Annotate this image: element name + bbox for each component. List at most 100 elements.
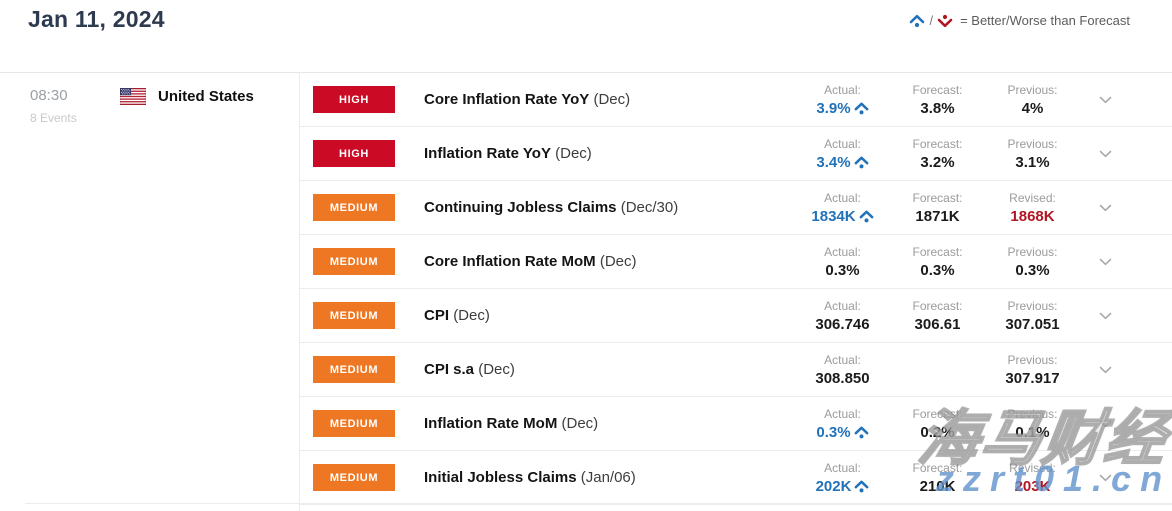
previous-cell: Previous: 3.1% xyxy=(985,137,1080,171)
event-title: CPI s.a (Dec) xyxy=(424,361,515,378)
event-period: (Dec) xyxy=(555,145,592,162)
cell-label: Previous: xyxy=(1007,406,1058,421)
importance-badge: MEDIUM xyxy=(313,302,395,329)
value-cells: Actual: 0.3% Forecast: 0.3% Previous: 0.… xyxy=(795,245,1172,279)
value-cells: Actual: 3.9% Forecast: 3.8% Previous: 4% xyxy=(795,83,1172,117)
forecast-cell: Forecast: 210K xyxy=(890,461,985,495)
importance-badge: HIGH xyxy=(313,140,395,167)
actual-cell: Actual: 1834K xyxy=(795,191,890,225)
expand-row-chevron-icon[interactable] xyxy=(1080,366,1130,374)
cell-label: Previous: xyxy=(1007,82,1058,97)
cell-label: Forecast: xyxy=(912,298,963,313)
forecast-cell: Forecast: 3.8% xyxy=(890,83,985,117)
event-name: CPI xyxy=(424,307,450,324)
event-title: Inflation Rate MoM (Dec) xyxy=(424,415,598,432)
importance-badge: HIGH xyxy=(313,86,395,113)
event-row[interactable]: HIGH Core Inflation Rate YoY (Dec) Actua… xyxy=(300,73,1172,127)
actual-cell: Actual: 3.4% xyxy=(795,137,890,171)
expand-row-chevron-icon[interactable] xyxy=(1080,258,1130,266)
event-list: HIGH Core Inflation Rate YoY (Dec) Actua… xyxy=(300,73,1172,511)
previous-cell: Revised: 1868K xyxy=(985,191,1080,225)
table-bottom-divider xyxy=(25,503,1172,504)
actual-cell: Actual: 3.9% xyxy=(795,83,890,117)
previous-cell: Previous: 0.3% xyxy=(985,245,1080,279)
cell-label: Forecast: xyxy=(912,244,963,259)
value-cells: Actual: 306.746 Forecast: 306.61 Previou… xyxy=(795,299,1172,333)
value-cells: Actual: 1834K Forecast: 1871K Revised: 1… xyxy=(795,191,1172,225)
event-period: (Dec) xyxy=(561,415,599,432)
value-cells: Actual: 202K Forecast: 210K Revised: 203… xyxy=(795,461,1172,495)
event-title: Inflation Rate YoY (Dec) xyxy=(424,145,592,162)
event-row[interactable]: MEDIUM Inflation Rate MoM (Dec) Actual: … xyxy=(300,397,1172,451)
expand-row-chevron-icon[interactable] xyxy=(1080,204,1130,212)
event-title: Core Inflation Rate YoY (Dec) xyxy=(424,91,630,108)
actual-cell: Actual: 202K xyxy=(795,461,890,495)
previous-cell: Previous: 4% xyxy=(985,83,1080,117)
cell-value: 307.051 xyxy=(1005,315,1060,333)
cell-value: 3.8% xyxy=(920,99,955,117)
event-row[interactable]: MEDIUM CPI (Dec) Actual: 306.746 Forecas… xyxy=(300,289,1172,343)
cell-value: 3.1% xyxy=(1015,153,1050,171)
time-country-cell: 08:30 8 Events xyxy=(0,73,300,511)
cell-value: 202K xyxy=(795,478,890,495)
expand-row-chevron-icon[interactable] xyxy=(1080,96,1130,104)
expand-row-chevron-icon[interactable] xyxy=(1080,150,1130,158)
expand-row-chevron-icon[interactable] xyxy=(1080,420,1130,428)
country-block[interactable]: United States xyxy=(120,88,254,105)
event-row[interactable]: MEDIUM Initial Jobless Claims (Jan/06) A… xyxy=(300,451,1172,505)
event-row[interactable]: MEDIUM Core Inflation Rate MoM (Dec) Act… xyxy=(300,235,1172,289)
forecast-cell: Forecast: 0.2% xyxy=(890,407,985,441)
cell-value: 203K xyxy=(1014,477,1051,495)
page-title: Jan 11, 2024 xyxy=(28,6,165,32)
event-period: (Dec) xyxy=(478,361,515,378)
cell-label: Actual: xyxy=(824,406,861,421)
event-title: Core Inflation Rate MoM (Dec) xyxy=(424,253,637,270)
cell-label: Actual: xyxy=(824,460,861,475)
cell-label: Actual: xyxy=(824,136,861,151)
event-name: Continuing Jobless Claims xyxy=(424,199,617,216)
event-name: Initial Jobless Claims xyxy=(424,469,577,486)
previous-cell: Previous: 307.051 xyxy=(985,299,1080,333)
events-table: 08:30 8 Events xyxy=(0,72,1172,511)
better-than-forecast-icon xyxy=(859,210,874,222)
expand-row-chevron-icon[interactable] xyxy=(1080,474,1130,482)
actual-cell: Actual: 0.3% xyxy=(795,407,890,441)
cell-value: 1871K xyxy=(915,207,960,225)
cell-label: Revised: xyxy=(1009,190,1056,205)
cell-value: 306.746 xyxy=(815,315,870,333)
importance-badge: MEDIUM xyxy=(313,248,395,275)
event-period: (Dec) xyxy=(599,253,637,270)
expand-row-chevron-icon[interactable] xyxy=(1080,312,1130,320)
importance-badge: MEDIUM xyxy=(313,194,395,221)
better-than-forecast-icon xyxy=(854,156,869,168)
forecast-cell: Forecast: 3.2% xyxy=(890,137,985,171)
actual-cell: Actual: 0.3% xyxy=(795,245,890,279)
cell-value: 3.9% xyxy=(795,100,890,117)
cell-label: Forecast: xyxy=(912,136,963,151)
importance-badge: MEDIUM xyxy=(313,356,395,383)
cell-value: 308.850 xyxy=(815,369,870,387)
forecast-cell: Forecast: 0.3% xyxy=(890,245,985,279)
us-flag-icon xyxy=(120,88,146,105)
better-than-forecast-icon xyxy=(910,14,925,27)
cell-label: Forecast: xyxy=(912,190,963,205)
cell-value: 3.2% xyxy=(920,153,955,171)
value-cells: Actual: 308.850 Previous: 307.917 xyxy=(795,353,1172,387)
cell-label: Previous: xyxy=(1007,352,1058,367)
event-name: Inflation Rate MoM xyxy=(424,415,558,432)
cell-value: 0.2% xyxy=(920,423,955,441)
event-row[interactable]: MEDIUM Continuing Jobless Claims (Dec/30… xyxy=(300,181,1172,235)
importance-badge: MEDIUM xyxy=(313,410,395,437)
event-row[interactable]: HIGH Inflation Rate YoY (Dec) Actual: 3.… xyxy=(300,127,1172,181)
cell-label: Actual: xyxy=(824,190,861,205)
cell-label: Previous: xyxy=(1007,244,1058,259)
cell-value: 0.3% xyxy=(825,261,860,279)
cell-label: Actual: xyxy=(824,82,861,97)
better-than-forecast-icon xyxy=(854,102,869,114)
forecast-cell: Forecast: 306.61 xyxy=(890,299,985,333)
event-row[interactable]: MEDIUM CPI s.a (Dec) Actual: 308.850 Pre… xyxy=(300,343,1172,397)
cell-value: 4% xyxy=(1021,99,1044,117)
cell-label: Forecast: xyxy=(912,406,963,421)
legend-separator: / xyxy=(929,13,934,28)
